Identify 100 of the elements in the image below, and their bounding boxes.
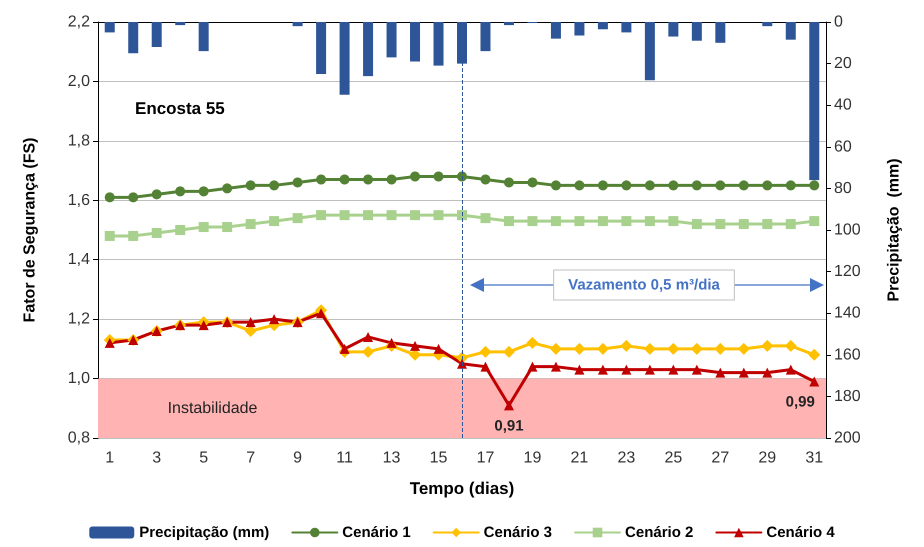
y-axis-title: Fator de Segurança (FS) <box>22 138 38 322</box>
point <box>644 216 655 226</box>
point <box>527 216 538 226</box>
bar <box>175 22 186 26</box>
point <box>175 225 186 235</box>
y-tick-label: 0,8 <box>68 430 90 446</box>
point <box>457 210 467 220</box>
point <box>386 210 397 220</box>
point <box>340 344 350 354</box>
point <box>175 186 186 196</box>
point <box>786 364 796 375</box>
point <box>550 216 561 226</box>
point <box>104 192 115 202</box>
y2-tick-label: 0 <box>834 14 843 30</box>
point <box>809 180 820 190</box>
point <box>526 336 538 349</box>
point <box>692 180 702 190</box>
point <box>621 364 632 375</box>
point <box>246 180 256 190</box>
point <box>809 376 820 387</box>
y-tick-label: 1,4 <box>68 251 90 268</box>
point <box>434 172 444 182</box>
bar <box>668 22 678 37</box>
bar <box>410 22 420 62</box>
point <box>480 174 490 184</box>
point <box>340 210 350 220</box>
legend-label: Cenário 4 <box>766 524 836 541</box>
y2-tick-label: 160 <box>834 346 861 364</box>
x-axis-title: Tempo (dias) <box>410 479 514 498</box>
point <box>620 340 632 352</box>
point <box>550 362 561 372</box>
point <box>668 180 678 190</box>
point <box>692 219 702 230</box>
y-tick-label: 2,0 <box>68 72 90 90</box>
point <box>644 364 655 375</box>
y2-tick-label: 120 <box>834 263 861 280</box>
point <box>502 346 515 358</box>
point <box>573 342 586 355</box>
point <box>738 368 749 378</box>
point <box>574 364 584 375</box>
legend-label: Precipitação (mm) <box>139 524 270 541</box>
point <box>761 340 774 352</box>
point <box>410 172 420 182</box>
point <box>786 180 796 190</box>
bar <box>386 22 397 58</box>
x-tick-label: 11 <box>336 450 353 466</box>
point <box>316 174 326 184</box>
bar <box>480 22 490 52</box>
point <box>598 216 608 226</box>
x-tick-label: 1 <box>105 450 114 466</box>
point <box>504 177 514 188</box>
y2-tick-label: 80 <box>834 180 852 197</box>
point <box>738 342 750 355</box>
y-tick-label: 1,6 <box>68 192 90 209</box>
point <box>434 210 444 220</box>
bar <box>363 22 374 76</box>
point <box>246 317 256 328</box>
point <box>598 180 608 190</box>
bar <box>340 22 350 95</box>
point <box>363 332 374 342</box>
point <box>621 216 632 226</box>
point <box>504 216 514 226</box>
point <box>269 314 280 324</box>
y-tick-label: 2,2 <box>68 14 90 30</box>
x-tick-label: 23 <box>617 450 636 466</box>
x-tick-label: 19 <box>524 450 542 466</box>
point <box>715 368 726 378</box>
point <box>316 210 326 220</box>
point <box>222 222 232 232</box>
point <box>292 177 303 188</box>
point <box>480 213 490 224</box>
bar <box>292 22 303 26</box>
point <box>714 342 726 355</box>
bar <box>621 22 632 32</box>
point <box>152 189 162 200</box>
point <box>479 346 492 358</box>
point <box>386 174 397 184</box>
point <box>715 219 726 230</box>
point <box>410 340 420 351</box>
point <box>363 174 374 184</box>
point <box>598 364 608 375</box>
point <box>527 177 538 188</box>
bar <box>316 22 326 74</box>
x-tick-label: 17 <box>476 450 494 466</box>
point <box>762 180 772 190</box>
x-tick-label: 13 <box>382 450 401 466</box>
point <box>198 186 209 196</box>
point <box>198 320 209 330</box>
point <box>434 344 444 354</box>
point <box>457 172 467 182</box>
y-tick-label: 1,2 <box>68 310 90 328</box>
x-tick-label: 31 <box>805 450 824 466</box>
y2-tick-label: 40 <box>834 96 852 114</box>
point <box>738 180 749 190</box>
band-label: Instabilidade <box>168 400 258 417</box>
bar <box>128 22 138 54</box>
y2-tick-label: 60 <box>834 138 852 156</box>
point <box>269 216 280 226</box>
y2-axis-title: Precipitação (mm) <box>886 158 902 302</box>
point <box>668 216 678 226</box>
